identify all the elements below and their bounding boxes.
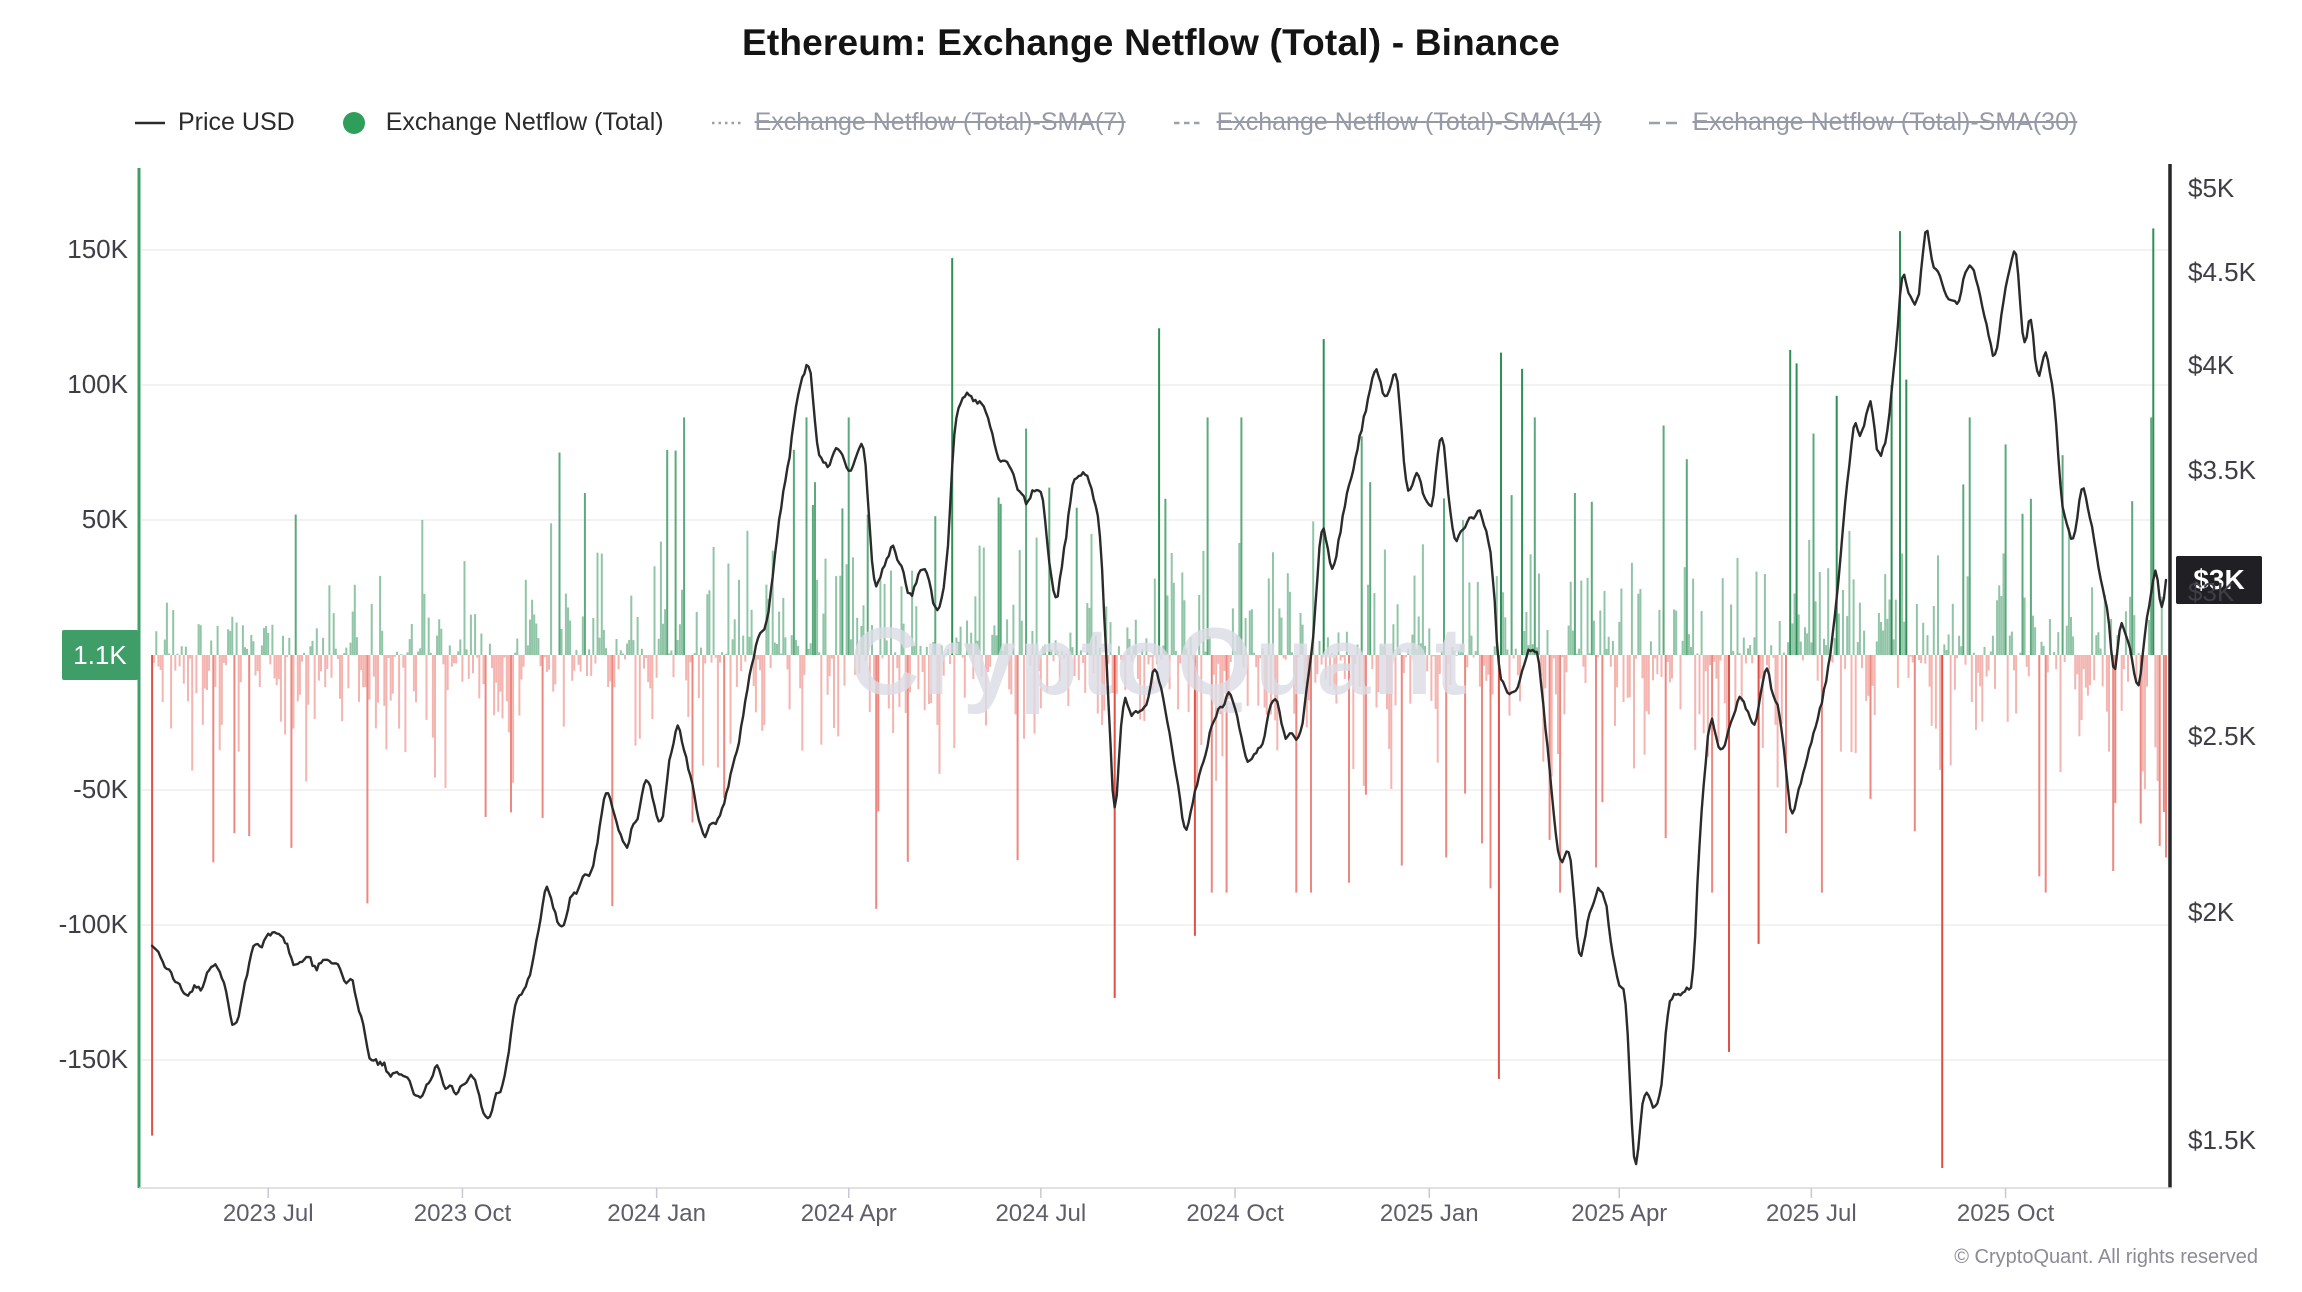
x-axis-label: 2025 Oct [1956, 1200, 2055, 1227]
x-axis-label: 2025 Jan [1379, 1200, 1479, 1227]
netflow-dot-marker-icon [342, 111, 365, 134]
y-axis-label-price: $4.5K [2188, 256, 2256, 287]
y-axis-label-netflow: 100K [67, 369, 128, 399]
x-axis-label: 2024 Jul [995, 1200, 1087, 1227]
y-axis-label-netflow: 150K [67, 234, 128, 264]
legend-label: Exchange Netflow (Total)-SMA(14) [1216, 108, 1602, 136]
watermark: CryptoQuant [850, 608, 1470, 715]
legend-item-exchange-netflow-total-sma-30[interactable]: Exchange Netflow (Total)-SMA(30) [1647, 108, 2077, 137]
price-line [150, 229, 2168, 1166]
page-title: Ethereum: Exchange Netflow (Total) - Bin… [741, 22, 1561, 63]
x-axis-label: 2024 Jan [607, 1200, 706, 1227]
y-axis-label-price: $3.5K [2188, 455, 2256, 486]
latest-netflow-badge: 1.1K [62, 630, 138, 680]
latest-price-badge: $3K [2176, 555, 2262, 604]
y-axis-label-price: $5K [2188, 173, 2235, 204]
y-axis-label-netflow: -150K [58, 1044, 128, 1074]
x-axis-label: 2023 Oct [413, 1200, 512, 1227]
series-line-marker-icon [1649, 121, 1680, 124]
legend-item-exchange-netflow-total-sma-7[interactable]: Exchange Netflow (Total)-SMA(7) [710, 108, 1126, 137]
series-line-marker-icon [1173, 121, 1204, 124]
legend: Price USD Exchange Netflow (Total) Exchang… [133, 108, 2077, 137]
y-axis-label-netflow: -100K [58, 909, 128, 939]
y-axis-label-netflow: 50K [81, 504, 128, 534]
x-axis-label: 2023 Jul [222, 1200, 314, 1227]
x-axis-label: 2024 Oct [1186, 1200, 1284, 1227]
y-axis-label-price: $3K [2188, 577, 2235, 607]
netflow-bars [151, 228, 2167, 1168]
y-axis-label-price: $2K [2188, 897, 2235, 928]
y-axis-label-price: $1.5K [2188, 1124, 2256, 1155]
legend-label: Exchange Netflow (Total)-SMA(30) [1692, 108, 2078, 136]
legend-label: Exchange Netflow (Total)-SMA(7) [754, 108, 1126, 136]
legend-item-price-usd[interactable]: Price USD [133, 108, 295, 137]
series-line-marker-icon [711, 121, 742, 124]
copyright-note: © CryptoQuant. All rights reserved [1954, 1246, 2258, 1268]
x-axis-label: 2024 Apr [800, 1200, 897, 1227]
legend-item-exchange-netflow-total[interactable]: Exchange Netflow (Total) [341, 108, 664, 137]
legend-item-exchange-netflow-total-sma-14[interactable]: Exchange Netflow (Total)-SMA(14) [1172, 108, 1602, 137]
y-axis-label-netflow: -50K [73, 774, 128, 804]
legend-label: Price USD [178, 108, 295, 136]
legend-label: Exchange Netflow (Total) [385, 108, 664, 136]
x-axis-label: 2025 Apr [1571, 1200, 1668, 1227]
series-line-marker-icon [135, 121, 165, 124]
y-axis-label-price: $4K [2188, 349, 2235, 380]
y-axis-label-price: $2.5K [2188, 721, 2256, 752]
x-axis-label: 2025 Jul [1765, 1200, 1857, 1227]
